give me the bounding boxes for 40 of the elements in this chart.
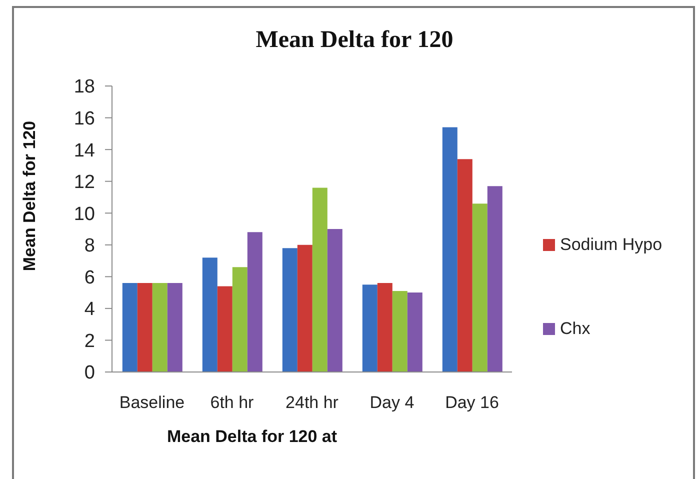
y-tick-label: 16 bbox=[74, 108, 95, 130]
bar bbox=[487, 186, 502, 372]
legend-label: Sodium Hypo bbox=[560, 235, 662, 255]
bar bbox=[457, 159, 472, 372]
bar bbox=[122, 283, 138, 372]
y-tick-label: 8 bbox=[84, 236, 95, 257]
x-tick-label: Baseline bbox=[119, 393, 185, 412]
bar bbox=[327, 229, 342, 372]
legend-label: Chx bbox=[560, 319, 590, 339]
bar bbox=[152, 283, 168, 372]
y-tick-label: 18 bbox=[74, 76, 95, 98]
y-tick-label: 14 bbox=[74, 140, 96, 162]
bar bbox=[377, 283, 392, 372]
bar bbox=[202, 258, 218, 372]
bar bbox=[247, 232, 262, 372]
bar bbox=[442, 127, 458, 372]
y-tick-label: 10 bbox=[74, 204, 95, 225]
y-tick-label: 0 bbox=[84, 362, 95, 384]
bar bbox=[232, 267, 248, 372]
x-tick-label: Day 16 bbox=[445, 393, 499, 412]
y-tick-label: 6 bbox=[84, 267, 95, 288]
chart-title: Mean Delta for 120 bbox=[254, 27, 454, 54]
x-tick-label: 24th hr bbox=[286, 393, 339, 412]
y-tick-label: 4 bbox=[84, 299, 96, 320]
x-tick-label: 6th hr bbox=[210, 393, 254, 412]
bar bbox=[407, 292, 422, 372]
y-axis-title: Mean Delta for 120 bbox=[20, 120, 40, 272]
y-tick-label: 12 bbox=[74, 172, 95, 194]
x-axis-title: Mean Delta for 120 at bbox=[166, 427, 338, 447]
bar bbox=[362, 284, 378, 372]
bar bbox=[137, 283, 152, 372]
bar bbox=[217, 286, 232, 372]
x-tick-label: Day 4 bbox=[370, 393, 414, 412]
bar bbox=[282, 248, 298, 372]
bar bbox=[167, 283, 182, 372]
bar bbox=[472, 204, 488, 372]
bar bbox=[392, 290, 408, 372]
bar bbox=[297, 244, 312, 372]
y-tick-label: 2 bbox=[84, 330, 95, 352]
bar bbox=[312, 188, 328, 372]
